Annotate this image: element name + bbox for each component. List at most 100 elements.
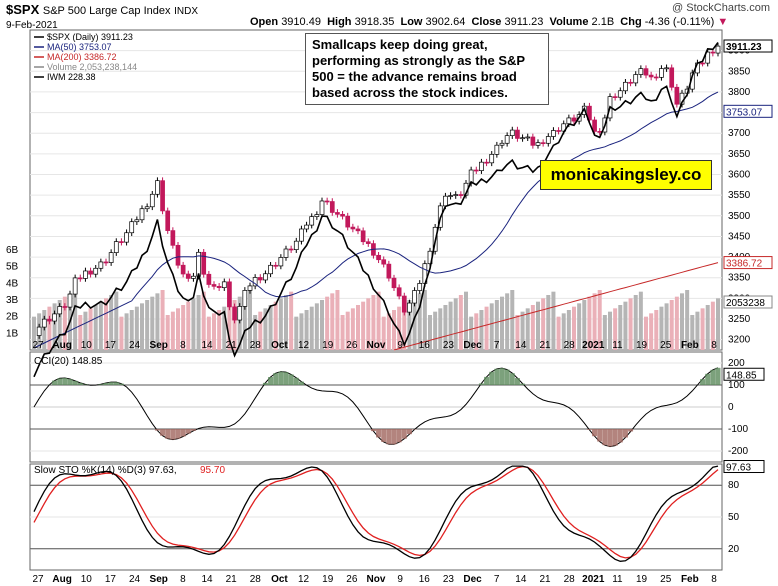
cci-pos-fill — [499, 368, 505, 385]
volume-bar — [716, 298, 720, 350]
candle — [386, 263, 392, 279]
candle — [515, 129, 520, 139]
cci-neg-fill — [185, 429, 191, 434]
candle — [170, 230, 176, 246]
x-tick-label-top: 28 — [250, 340, 262, 351]
cci-pos-fill — [67, 379, 73, 385]
volume-bar — [690, 315, 695, 350]
volume-bar — [618, 305, 623, 350]
volume-bar — [407, 300, 412, 350]
sto-tick-label: 50 — [728, 512, 740, 523]
price-tick-label: 3250 — [728, 314, 751, 325]
candle — [376, 254, 381, 261]
x-tick-label-top: Dec — [463, 340, 482, 351]
close-tag-box — [723, 39, 773, 53]
x-tick-label-top: 8 — [711, 340, 717, 351]
volume-bar — [160, 290, 165, 350]
x-tick-label-top: 27 — [32, 340, 44, 351]
volume-tick-label: 1B — [6, 328, 19, 339]
volume-bar — [577, 303, 582, 350]
volume-bar — [284, 295, 288, 350]
volume-bar — [397, 306, 402, 350]
volume-bar — [335, 290, 340, 350]
cci-pos-fill — [504, 369, 510, 385]
volume-bar — [356, 305, 360, 350]
candle — [309, 216, 315, 226]
candle — [628, 81, 633, 84]
candle — [494, 144, 500, 155]
cci-pos-fill — [715, 367, 721, 385]
cci-neg-fill — [160, 429, 166, 436]
candle — [617, 90, 623, 98]
volume-bar — [201, 291, 206, 350]
x-tick-label-top: 28 — [564, 340, 576, 351]
volume-tick-label: 3B — [6, 295, 19, 306]
x-tick-label-top: 21 — [226, 340, 238, 351]
candle — [268, 264, 273, 275]
candle — [345, 215, 351, 228]
cci-pos-fill — [710, 369, 716, 385]
volume-bar — [515, 315, 520, 350]
x-tick-label-top: 2021 — [582, 340, 605, 351]
candle — [175, 244, 181, 266]
cci-pos-fill — [489, 371, 495, 385]
volume-bar — [57, 300, 62, 350]
volume-bar — [428, 315, 432, 350]
candle — [41, 318, 47, 328]
symbol: $SPX — [6, 2, 40, 17]
volume-bar — [602, 315, 607, 350]
x-tick-label-bottom: 21 — [226, 574, 238, 585]
volume-bar — [592, 293, 597, 350]
candle — [653, 76, 659, 79]
sto-tick-label: 20 — [728, 544, 740, 555]
volume-tag-box — [723, 295, 773, 309]
volume-bar — [412, 296, 417, 350]
volume-bar — [47, 306, 52, 350]
volume-tick-label: 2B — [6, 312, 19, 323]
volume-bar — [392, 310, 396, 350]
volume-bar — [597, 290, 602, 350]
volume-bar — [227, 303, 232, 350]
volume-bar — [325, 296, 330, 350]
candle — [227, 281, 232, 308]
volume-bar — [381, 316, 386, 350]
cci-neg-fill — [175, 429, 181, 439]
candle — [257, 277, 263, 281]
down-arrow-icon: ▼ — [717, 16, 729, 28]
panel-frame-0 — [29, 29, 723, 351]
candle — [407, 302, 412, 313]
volume-bar — [109, 295, 114, 350]
candle — [134, 219, 140, 223]
volume-bar — [623, 301, 628, 350]
candle — [160, 180, 165, 212]
volume-bar — [695, 311, 700, 350]
candle — [98, 261, 104, 269]
candle — [396, 287, 402, 297]
candle — [185, 273, 191, 279]
volume-tag: 2053238 — [726, 298, 765, 309]
candle — [299, 228, 304, 242]
volume-bar — [433, 311, 438, 350]
candle — [412, 290, 417, 304]
volume-tick-label: 6B — [6, 245, 19, 256]
x-tick-label-bottom: Oct — [271, 574, 288, 585]
candle — [335, 212, 340, 215]
cci-pos-fill — [268, 377, 274, 385]
cci-tick-label: 100 — [728, 380, 745, 391]
candle — [232, 306, 237, 321]
candle — [242, 290, 248, 307]
volume-bar — [464, 291, 468, 350]
candle — [381, 259, 387, 265]
candle — [263, 273, 268, 281]
cci-tag: 148.85 — [726, 370, 757, 381]
price-tick-label: 3550 — [728, 190, 751, 201]
x-tick-label-bottom: 7 — [494, 574, 500, 585]
candle — [525, 136, 531, 139]
candle — [93, 267, 99, 275]
volume-bar — [572, 306, 576, 350]
volume-bar — [155, 293, 160, 350]
candle — [36, 326, 42, 336]
x-tick-label-bottom: 17 — [105, 574, 117, 585]
candle — [623, 81, 628, 92]
candle — [129, 221, 135, 234]
